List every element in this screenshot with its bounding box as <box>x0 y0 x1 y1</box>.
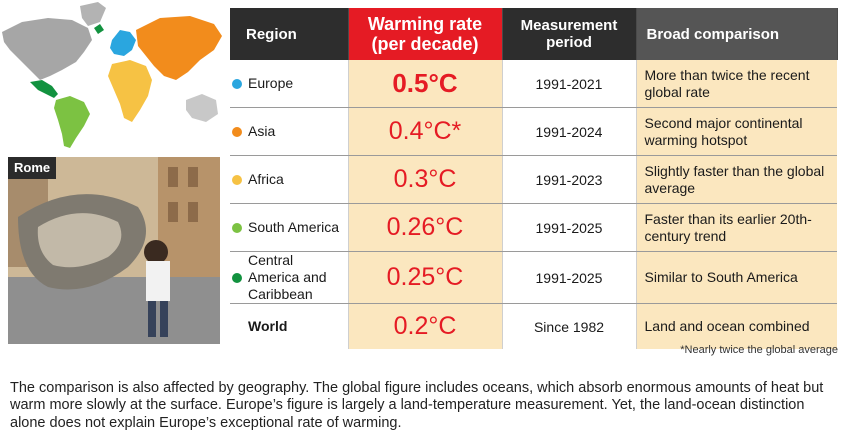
period-cell: Since 1982 <box>502 304 636 350</box>
table-row: Central America and Caribbean 0.25°C 199… <box>230 252 837 304</box>
table-header-row: Region Warming rate (per decade) Measure… <box>230 8 837 60</box>
region-label: South America <box>248 219 339 236</box>
table-row: South America 0.26°C 1991-2025 Faster th… <box>230 204 837 252</box>
greenland-shape <box>80 2 106 26</box>
header-region: Region <box>230 8 348 60</box>
table-row: Africa 0.3°C 1991-2023 Slightly faster t… <box>230 156 837 204</box>
europe-shape <box>110 30 136 56</box>
table-row: World 0.2°C Since 1982 Land and ocean co… <box>230 304 837 350</box>
region-label: Africa <box>248 171 284 188</box>
rome-fountain-illustration <box>8 157 220 344</box>
region-label: Europe <box>248 75 293 92</box>
period-cell: 1991-2023 <box>502 156 636 204</box>
header-warming-rate: Warming rate (per decade) <box>348 8 502 60</box>
photo-caption-label: Rome <box>8 157 56 179</box>
comparison-cell: Second major continental warming hotspot <box>636 108 837 156</box>
period-cell: 1991-2025 <box>502 204 636 252</box>
comparison-cell: Faster than its earlier 20th-century tre… <box>636 204 837 252</box>
region-color-dot <box>232 175 242 185</box>
asia-shape <box>136 16 222 80</box>
region-cell: Asia <box>230 108 348 156</box>
warming-rate-table: Region Warming rate (per decade) Measure… <box>230 8 838 349</box>
rate-cell: 0.4°C* <box>348 108 502 156</box>
south-america-shape <box>54 96 90 148</box>
comparison-cell: Land and ocean combined <box>636 304 837 350</box>
period-cell: 1991-2021 <box>502 60 636 108</box>
region-cell: Central America and Caribbean <box>230 252 348 304</box>
region-color-dot <box>232 79 242 89</box>
africa-shape <box>108 60 152 122</box>
rate-cell: 0.25°C <box>348 252 502 304</box>
rome-photo: Rome <box>8 157 220 344</box>
region-color-dot <box>232 223 242 233</box>
rate-cell: 0.26°C <box>348 204 502 252</box>
rate-cell: 0.3°C <box>348 156 502 204</box>
comparison-cell: Slightly faster than the global average <box>636 156 837 204</box>
region-cell: South America <box>230 204 348 252</box>
table-row: Asia 0.4°C* 1991-2024 Second major conti… <box>230 108 837 156</box>
region-cell: Africa <box>230 156 348 204</box>
region-cell: World <box>230 304 348 350</box>
north-america-shape <box>2 18 92 80</box>
header-measurement-period: Measurement period <box>502 8 636 60</box>
period-cell: 1991-2025 <box>502 252 636 304</box>
region-label: Central America and Caribbean <box>248 252 348 303</box>
region-cell: Europe <box>230 60 348 108</box>
period-cell: 1991-2024 <box>502 108 636 156</box>
body-paragraph: The comparison is also affected by geogr… <box>10 380 840 432</box>
table-footnote: *Nearly twice the global average <box>680 344 838 356</box>
table-row: Europe 0.5°C 1991-2021 More than twice t… <box>230 60 837 108</box>
central-america-shape <box>30 80 58 98</box>
australia-shape <box>186 94 218 122</box>
comparison-cell: Similar to South America <box>636 252 837 304</box>
region-label: World <box>232 318 287 334</box>
arctic-highlight <box>94 24 104 34</box>
rate-cell: 0.2°C <box>348 304 502 350</box>
comparison-cell: More than twice the recent global rate <box>636 60 837 108</box>
region-label: Asia <box>248 123 275 140</box>
world-map <box>0 0 228 150</box>
rate-cell: 0.5°C <box>348 60 502 108</box>
header-broad-comparison: Broad comparison <box>636 8 837 60</box>
world-map-graphic <box>0 0 228 150</box>
region-color-dot <box>232 127 242 137</box>
region-color-dot <box>232 273 242 283</box>
